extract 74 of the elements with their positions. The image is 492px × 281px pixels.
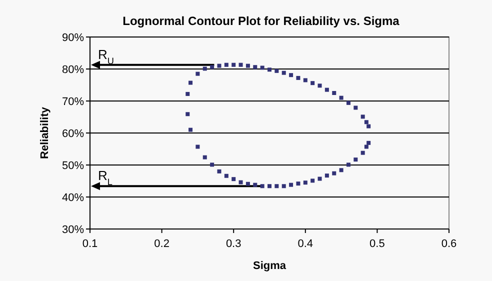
y-tick-label: 30% [62, 224, 84, 236]
y-tick-label: 90% [62, 32, 84, 44]
point [324, 88, 329, 92]
point [346, 100, 350, 105]
point [366, 140, 371, 145]
x-tick-label: 0.4 [298, 238, 314, 250]
point [318, 176, 322, 181]
point [196, 72, 200, 76]
point [332, 91, 336, 95]
point [346, 162, 350, 167]
point [210, 162, 214, 167]
x-tick-label: 0.5 [370, 238, 385, 250]
point [282, 70, 286, 75]
point [224, 174, 228, 178]
point [360, 114, 365, 119]
point [196, 144, 200, 149]
point [296, 76, 300, 80]
point [260, 66, 264, 70]
y-tick-label: 40% [62, 192, 84, 204]
point [310, 81, 315, 86]
point [202, 155, 207, 160]
point [224, 62, 228, 67]
point [238, 180, 243, 184]
y-tick-label: 50% [62, 160, 84, 172]
point [324, 174, 329, 178]
y-tick-label: 70% [62, 96, 84, 108]
point [238, 62, 243, 67]
point [289, 182, 294, 187]
point [318, 84, 322, 88]
point [253, 182, 258, 187]
point [364, 120, 368, 124]
point [188, 128, 193, 132]
point [268, 184, 272, 188]
point [202, 66, 207, 71]
point [282, 184, 286, 188]
point [296, 182, 300, 186]
point [186, 92, 190, 96]
chart-title: Lognormal Contour Plot for Reliability vs. Sigma [122, 14, 400, 28]
point [354, 158, 358, 162]
point [232, 62, 236, 67]
y-tick-label: 60% [62, 128, 84, 140]
point [289, 73, 294, 78]
x-tick-label: 0.1 [82, 238, 98, 250]
point [188, 80, 193, 85]
x-tick-label: 0.6 [441, 238, 457, 250]
point [260, 184, 264, 188]
point [232, 177, 236, 182]
point [339, 168, 344, 172]
y-axis-title: Reliability [39, 106, 51, 159]
point [268, 68, 272, 72]
point [366, 124, 371, 128]
point [274, 184, 279, 188]
point [217, 169, 222, 174]
point [217, 64, 222, 68]
point [274, 68, 279, 73]
point [253, 65, 258, 70]
point [332, 171, 336, 176]
point [303, 180, 308, 185]
annotation: R$_{L}$ [98, 168, 112, 188]
point [360, 150, 365, 155]
point [310, 178, 315, 183]
point [186, 112, 190, 116]
point [246, 182, 250, 186]
point [339, 96, 344, 100]
point [210, 65, 214, 70]
x-tick-label: 0.2 [154, 238, 170, 250]
annotation: R$_{U}$ [98, 46, 114, 66]
point [246, 64, 250, 68]
x-axis-title: Sigma [252, 260, 287, 272]
point [364, 144, 368, 149]
point [354, 106, 358, 110]
y-tick-label: 80% [62, 64, 84, 76]
x-tick-label: 0.3 [226, 238, 242, 250]
point [303, 78, 308, 82]
